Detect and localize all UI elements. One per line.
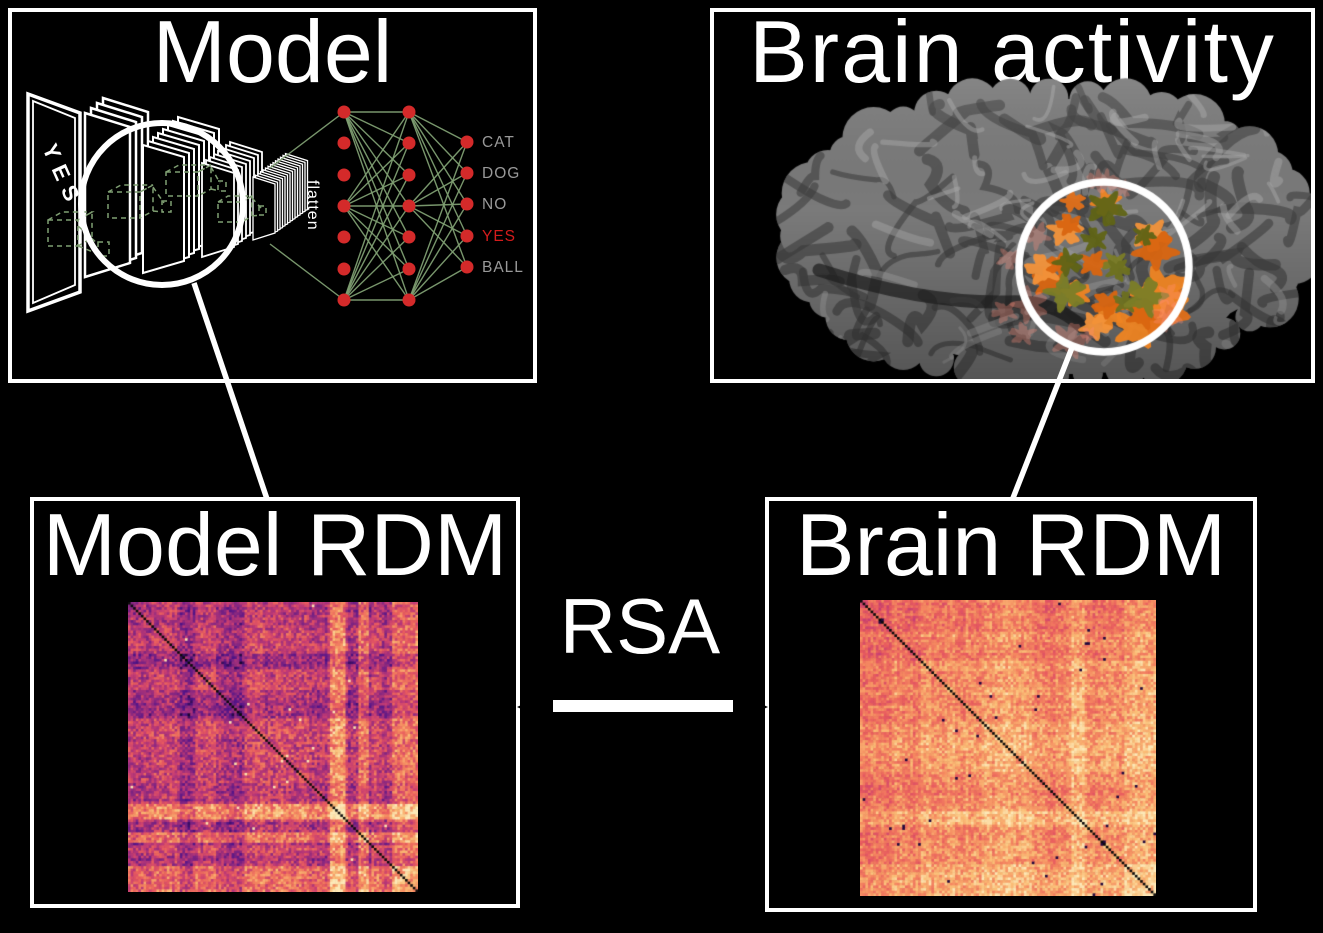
output-label-yes: YES — [482, 228, 516, 245]
nn-connection — [408, 172, 468, 207]
nn-connection — [343, 174, 410, 207]
nn-connection — [408, 172, 468, 301]
nn-node — [402, 293, 416, 307]
nn-connection — [408, 111, 468, 174]
nn-connection — [269, 243, 345, 301]
nn-connection — [408, 141, 468, 301]
nn-connection — [343, 111, 410, 301]
nn-node — [337, 199, 351, 213]
nn-node — [337, 262, 351, 276]
output-label-dog: DOG — [482, 165, 520, 182]
brain-rdm-panel: Brain RDM — [765, 497, 1257, 912]
nn-connection — [343, 111, 410, 176]
brain-rdm-title: Brain RDM — [795, 495, 1227, 594]
nn-node — [337, 105, 351, 119]
nn-connection — [343, 142, 410, 207]
nn-connection — [408, 141, 468, 207]
nn-connection — [343, 268, 410, 301]
nn-connection — [408, 111, 468, 143]
brain-render — [714, 12, 1311, 379]
nn-node — [402, 168, 416, 182]
nn-node — [337, 293, 351, 307]
nn-node — [337, 230, 351, 244]
nn-connection — [343, 174, 410, 301]
model-panel-title: Model — [152, 2, 393, 101]
nn-node — [402, 199, 416, 213]
rsa-label: RSA — [559, 582, 721, 670]
output-label-no: NO — [482, 196, 507, 213]
nn-output-node — [460, 260, 474, 274]
nn-output-node — [460, 166, 474, 180]
brain-rdm-heatmap — [860, 600, 1156, 896]
nn-connection — [343, 111, 410, 144]
nn-connection — [343, 142, 410, 301]
arrowhead-right-icon — [755, 701, 768, 713]
dense-network — [269, 105, 474, 307]
brain-activity-panel: Brain activity — [710, 5, 1315, 383]
nn-connection — [408, 111, 468, 205]
flatten-label: flatten — [304, 180, 321, 231]
nn-node — [337, 136, 351, 150]
model-rdm-heatmap — [128, 602, 418, 892]
nn-output-node — [460, 197, 474, 211]
conv-plane — [142, 143, 185, 275]
output-label-cat: CAT — [482, 134, 515, 151]
nn-connection — [343, 205, 410, 301]
nn-connection — [269, 111, 345, 169]
conv-plane — [26, 91, 82, 314]
output-label-ball: BALL — [482, 259, 524, 276]
nn-output-node — [460, 135, 474, 149]
model-panel: Model YES flatt — [8, 2, 537, 383]
nn-node — [402, 105, 416, 119]
arrowhead-left-icon — [517, 701, 530, 713]
cnn-diagram: YES flatten CAT DOG — [26, 91, 524, 314]
model-rdm-panel: Model RDM — [30, 497, 520, 908]
nn-connection — [408, 203, 468, 207]
model-rdm-title: Model RDM — [42, 495, 508, 594]
nn-node — [402, 136, 416, 150]
magnifier-circle-icon — [78, 120, 246, 288]
nn-connection — [408, 203, 468, 301]
nn-connection — [343, 236, 410, 301]
nn-connection — [408, 235, 468, 301]
output-labels: CAT DOG NO YES BALL — [482, 134, 524, 276]
nn-connection — [343, 111, 410, 207]
conv-plane — [201, 161, 235, 259]
nn-connection — [408, 266, 468, 301]
nn-node — [337, 168, 351, 182]
nn-output-node — [460, 229, 474, 243]
conv-plane — [252, 176, 276, 241]
nn-node — [402, 230, 416, 244]
nn-node — [402, 262, 416, 276]
rsa-comparison-bar — [553, 700, 733, 712]
